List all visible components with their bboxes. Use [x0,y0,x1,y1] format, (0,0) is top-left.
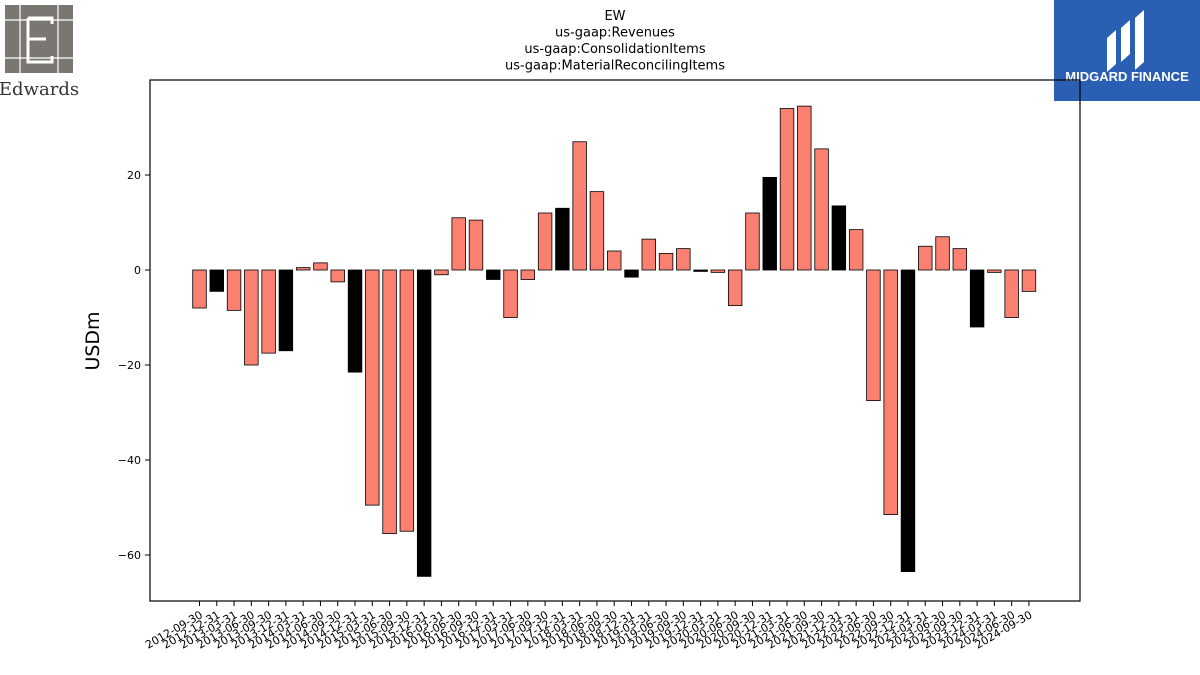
bar [382,269,397,535]
midgard-finance-logo-text: MIDGARD FINANCE [1065,69,1189,84]
bar [693,269,708,272]
bar [797,105,812,271]
chart-title-line: us-gaap:Revenues [555,26,675,41]
bar [416,269,432,577]
bar [779,108,795,271]
bar [347,269,363,373]
bar [244,269,259,366]
y-axis-label: USDm [82,311,104,370]
chart-title-line: us-gaap:MaterialReconcilingItems [505,59,725,74]
bar [226,269,242,311]
bar [987,269,1002,273]
chart-title-line: EW [604,9,625,24]
bar [727,269,743,307]
bar [952,248,968,271]
bar [503,269,518,318]
bar [641,238,656,271]
bar [520,269,536,280]
y-tick-label: 20 [127,169,141,182]
bar [434,269,449,276]
bar [814,148,829,271]
bar [900,269,916,573]
bar [572,141,587,271]
bar [710,269,726,273]
bar [451,217,466,271]
bar [848,229,864,271]
edwards-logo-text: Edwards [0,79,79,100]
bar [969,269,985,328]
bar [762,176,777,271]
bar [624,269,639,278]
y-tick-label: −40 [118,454,141,467]
bar [209,269,224,292]
bar [883,269,898,516]
bar [261,269,276,354]
bar [313,262,328,271]
x-axis: 2012-09-302012-12-312013-03-312013-06-30… [143,601,1034,652]
bar [295,267,311,271]
y-axis: 20 0 −20 −40 −60 [118,169,150,562]
plot-frame [149,79,1081,602]
bar [330,269,345,283]
bar [866,269,881,402]
midgard-finance-logo: MIDGARD FINANCE [1054,0,1200,101]
bar [278,269,294,352]
bar [537,212,553,271]
bar [399,269,415,532]
bar [607,250,622,271]
y-tick-label: −60 [118,549,141,562]
y-tick-label: 0 [134,264,141,277]
chart-title-line: us-gaap:ConsolidationItems [524,42,705,57]
bar [831,205,847,271]
bar [365,269,380,506]
y-tick-label: −20 [118,359,141,372]
bar [658,252,674,271]
bar [486,269,501,280]
bar [676,248,691,271]
chart-title: EW us-gaap:Revenuesus-gaap:ConsolidationI… [505,9,725,74]
bar [1004,269,1019,318]
bar [918,245,933,271]
bars [192,105,1037,577]
bar [192,269,207,309]
bar [935,236,950,271]
bar [745,212,760,271]
bar [1021,269,1037,292]
bar [589,191,605,271]
bar [555,207,570,271]
bar [468,219,484,271]
edwards-logo: Edwards [0,5,79,100]
